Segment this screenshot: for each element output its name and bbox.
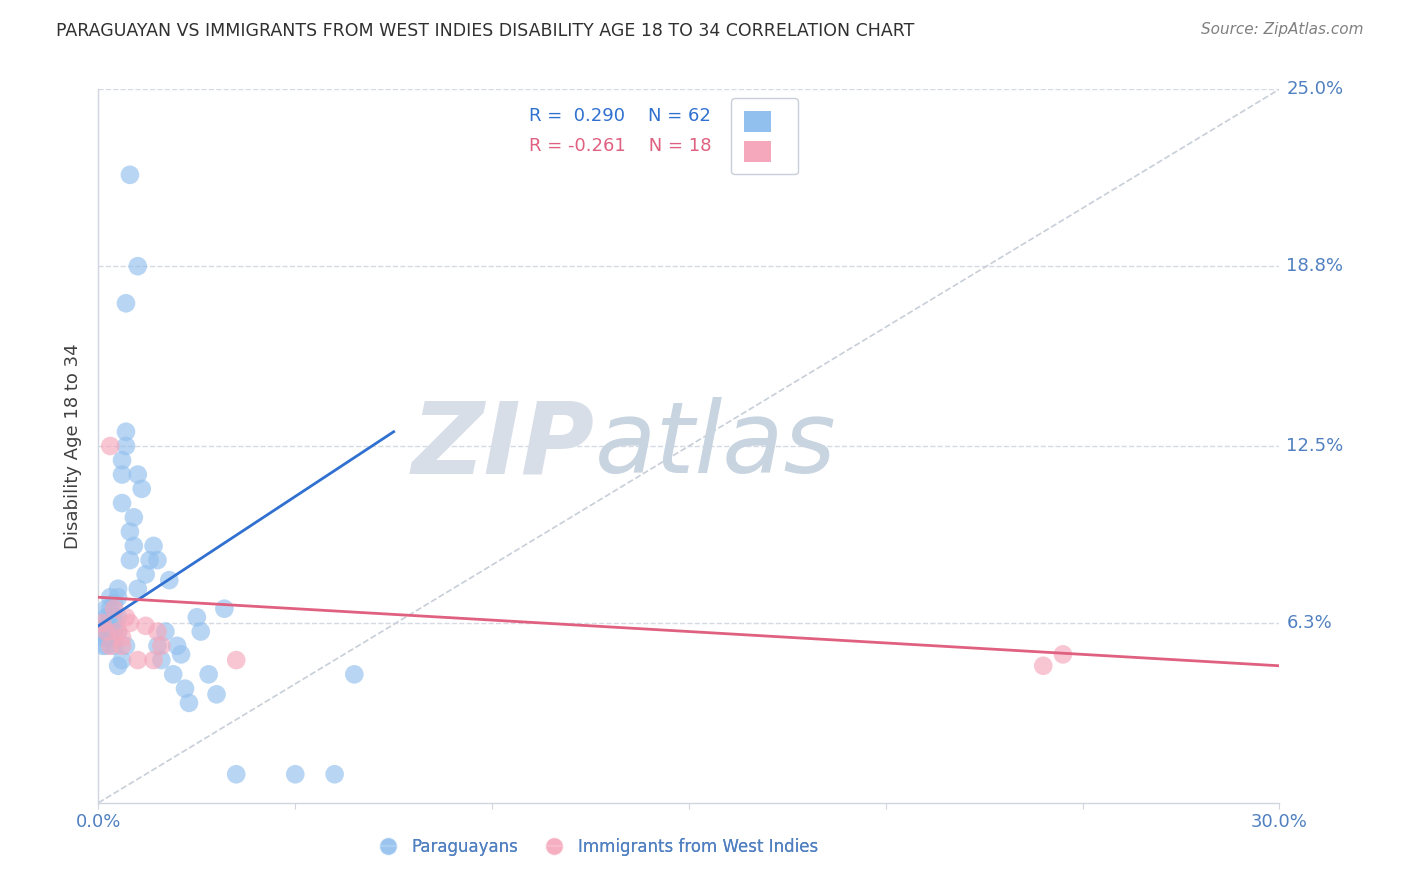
Point <box>122 510 145 524</box>
Point <box>107 624 129 639</box>
Point <box>96 639 118 653</box>
Point <box>135 567 157 582</box>
Text: 12.5%: 12.5% <box>1286 437 1344 455</box>
Point <box>155 624 177 639</box>
Point <box>146 639 169 653</box>
Text: R =  0.290    N = 62: R = 0.290 N = 62 <box>530 107 711 125</box>
Point <box>127 582 149 596</box>
Point <box>177 696 200 710</box>
Text: 25.0%: 25.0% <box>1286 80 1344 98</box>
Point <box>118 524 141 539</box>
Point <box>91 615 114 630</box>
Point <box>96 630 118 644</box>
Point <box>142 653 165 667</box>
Point <box>131 482 153 496</box>
Point <box>115 610 138 624</box>
Point <box>225 653 247 667</box>
Point <box>1032 658 1054 673</box>
Text: ZIP: ZIP <box>412 398 595 494</box>
Point <box>111 496 134 510</box>
Point <box>197 667 219 681</box>
Point <box>103 624 125 639</box>
Text: atlas: atlas <box>595 398 837 494</box>
Point <box>150 639 173 653</box>
Point <box>170 648 193 662</box>
Point <box>107 610 129 624</box>
Point <box>190 624 212 639</box>
Point <box>118 553 141 567</box>
Point <box>150 653 173 667</box>
Text: 18.8%: 18.8% <box>1286 257 1344 275</box>
Point <box>98 610 121 624</box>
Point <box>135 619 157 633</box>
Point <box>111 639 134 653</box>
Legend: Paraguayans, Immigrants from West Indies: Paraguayans, Immigrants from West Indies <box>364 831 825 863</box>
Point <box>127 467 149 482</box>
Point <box>1052 648 1074 662</box>
Text: 6.3%: 6.3% <box>1286 614 1333 632</box>
Point <box>96 624 118 639</box>
Point <box>166 639 188 653</box>
Point <box>118 168 141 182</box>
Point <box>214 601 236 615</box>
Point <box>98 591 121 605</box>
Point <box>284 767 307 781</box>
Point <box>174 681 197 696</box>
Point <box>138 553 160 567</box>
Point <box>98 624 121 639</box>
Point <box>225 767 247 781</box>
Point <box>142 539 165 553</box>
Text: R = -0.261    N = 18: R = -0.261 N = 18 <box>530 137 711 155</box>
Point <box>107 658 129 673</box>
Point <box>98 639 121 653</box>
Text: Source: ZipAtlas.com: Source: ZipAtlas.com <box>1201 22 1364 37</box>
Point <box>111 467 134 482</box>
Point <box>98 601 121 615</box>
Point <box>96 601 118 615</box>
Point <box>96 619 118 633</box>
Point <box>103 596 125 610</box>
Point <box>115 639 138 653</box>
Point <box>146 553 169 567</box>
Point <box>323 767 346 781</box>
Point <box>107 624 129 639</box>
Point <box>96 610 118 624</box>
Point <box>111 653 134 667</box>
Point <box>103 639 125 653</box>
Point <box>91 639 114 653</box>
Point <box>91 615 114 630</box>
Point <box>343 667 366 681</box>
Y-axis label: Disability Age 18 to 34: Disability Age 18 to 34 <box>65 343 83 549</box>
Point <box>111 453 134 467</box>
Point <box>118 615 141 630</box>
Point <box>98 439 121 453</box>
Point <box>107 591 129 605</box>
Point <box>98 630 121 644</box>
Point <box>127 653 149 667</box>
Point <box>91 624 114 639</box>
Point <box>186 610 208 624</box>
Point <box>107 582 129 596</box>
Point <box>111 630 134 644</box>
Text: PARAGUAYAN VS IMMIGRANTS FROM WEST INDIES DISABILITY AGE 18 TO 34 CORRELATION CH: PARAGUAYAN VS IMMIGRANTS FROM WEST INDIE… <box>56 22 915 40</box>
Point <box>115 439 138 453</box>
Point <box>122 539 145 553</box>
Point <box>146 624 169 639</box>
Point <box>115 425 138 439</box>
Point <box>127 259 149 273</box>
Point <box>91 630 114 644</box>
Point <box>205 687 228 701</box>
Point <box>157 573 180 587</box>
Point <box>162 667 184 681</box>
Point <box>103 610 125 624</box>
Point <box>115 296 138 310</box>
Point <box>103 601 125 615</box>
